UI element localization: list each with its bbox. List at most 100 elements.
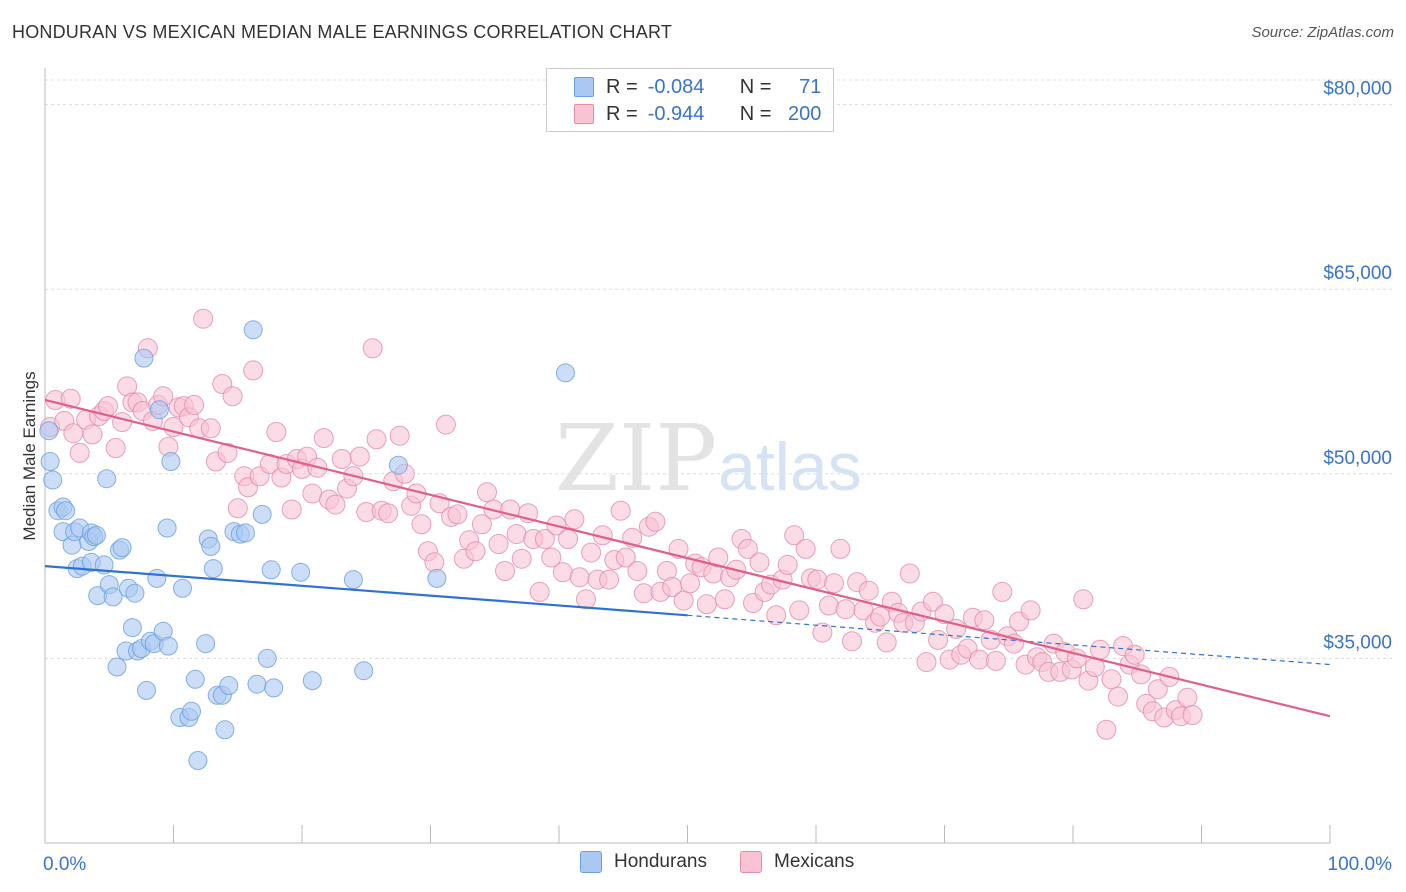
mexican-point bbox=[184, 394, 205, 415]
mexican-point bbox=[934, 604, 955, 625]
honduran-point bbox=[257, 648, 277, 668]
x-tick-label: 0.0% bbox=[43, 854, 86, 875]
mexican-point bbox=[222, 386, 243, 407]
legend-n-label: N = bbox=[739, 102, 772, 125]
legend-swatch-mexicans bbox=[574, 104, 594, 124]
mexican-point bbox=[789, 600, 810, 621]
honduran-point bbox=[261, 560, 281, 580]
bottom-legend-label-hondurans: Hondurans bbox=[614, 851, 707, 872]
mexican-point bbox=[599, 569, 620, 590]
mexican-point bbox=[488, 534, 509, 554]
mexican-point bbox=[627, 561, 648, 581]
mexican-point bbox=[673, 590, 694, 611]
mexican-point bbox=[830, 538, 851, 559]
mexican-trend-line bbox=[44, 398, 1331, 718]
honduran-point bbox=[107, 657, 127, 677]
honduran-point bbox=[291, 562, 311, 582]
chart-source: Source: ZipAtlas.com bbox=[1251, 24, 1394, 41]
honduran-point bbox=[247, 674, 267, 694]
honduran-point bbox=[203, 559, 223, 579]
mexican-point bbox=[281, 499, 302, 520]
mexican-point bbox=[928, 629, 949, 650]
mexican-point bbox=[411, 514, 432, 535]
hondurans-points bbox=[39, 320, 575, 770]
x-tick-label: 100.0% bbox=[1328, 854, 1393, 875]
honduran-point bbox=[39, 421, 59, 441]
mexican-point bbox=[835, 599, 856, 620]
mexican-point bbox=[969, 649, 990, 670]
honduran-point bbox=[86, 525, 106, 545]
honduran-point bbox=[201, 536, 221, 556]
mexican-point bbox=[1182, 705, 1203, 725]
honduran-point bbox=[158, 636, 178, 656]
watermark-zip: ZIP bbox=[555, 405, 717, 512]
legend-swatch-hondurans bbox=[574, 77, 594, 97]
honduran-point bbox=[161, 452, 181, 471]
mexican-point bbox=[708, 547, 729, 568]
mexican-point bbox=[495, 561, 515, 581]
mexican-point bbox=[749, 552, 770, 573]
honduran-point bbox=[236, 523, 255, 543]
mexican-point bbox=[200, 418, 221, 439]
mexican-point bbox=[858, 580, 879, 601]
watermark-atlas: atlas bbox=[718, 429, 862, 505]
honduran-point bbox=[97, 469, 117, 489]
mexican-point bbox=[633, 583, 654, 604]
mexican-point bbox=[217, 442, 238, 463]
mexican-point bbox=[992, 581, 1013, 602]
mexican-point bbox=[266, 422, 287, 442]
mexican-point bbox=[227, 498, 248, 519]
mexican-point bbox=[610, 500, 631, 521]
mexican-point bbox=[824, 573, 844, 594]
mexican-point bbox=[737, 538, 758, 559]
honduran-point bbox=[343, 570, 363, 590]
mexican-point bbox=[331, 449, 352, 469]
honduran-point bbox=[56, 501, 76, 521]
mexican-point bbox=[105, 438, 126, 458]
y-tick-label: $65,000 bbox=[1323, 263, 1392, 284]
mexican-point bbox=[812, 622, 833, 643]
mexican-point bbox=[615, 547, 636, 568]
honduran-point bbox=[302, 671, 322, 691]
mexican-point bbox=[581, 542, 602, 563]
mexican-point bbox=[1147, 679, 1168, 700]
mexican-point bbox=[1177, 687, 1198, 708]
honduran-point bbox=[40, 452, 60, 471]
honduran-point bbox=[112, 538, 132, 558]
mexican-point bbox=[1020, 600, 1041, 621]
mexican-point bbox=[714, 589, 735, 610]
honduran-point bbox=[134, 348, 154, 368]
honduran-point bbox=[354, 661, 374, 681]
correlation-legend: R = -0.084 N = 71 R = -0.944 N = 200 bbox=[546, 68, 834, 132]
legend-r-label: R = bbox=[606, 102, 638, 125]
mexican-point bbox=[564, 509, 585, 530]
watermark: ZIP atlas bbox=[555, 405, 862, 512]
mexican-point bbox=[69, 442, 90, 463]
y-tick-label: $50,000 bbox=[1323, 448, 1392, 469]
mexican-point bbox=[366, 429, 387, 450]
mexican-point bbox=[1096, 719, 1117, 740]
legend-r-value-hondurans: -0.084 bbox=[647, 75, 705, 98]
honduran-point bbox=[182, 701, 201, 721]
mexican-point bbox=[1090, 639, 1110, 660]
mexican-point bbox=[506, 524, 527, 545]
bottom-legend-label-mexicans: Mexicans bbox=[774, 851, 855, 872]
honduran-point bbox=[137, 680, 156, 700]
honduran-point bbox=[264, 678, 284, 698]
mexican-point bbox=[818, 595, 839, 616]
mexican-point bbox=[511, 548, 532, 569]
mexican-point bbox=[435, 414, 456, 435]
legend-n-label: N = bbox=[739, 75, 772, 98]
legend-n-value-hondurans: 71 bbox=[799, 75, 822, 98]
mexican-point bbox=[1101, 669, 1122, 690]
legend-row-hondurans: R = -0.084 N = 71 bbox=[547, 73, 821, 101]
mexican-point bbox=[529, 581, 550, 602]
mexican-point bbox=[112, 412, 133, 433]
honduran-point bbox=[43, 470, 63, 490]
mexican-point bbox=[424, 552, 445, 573]
honduran-point bbox=[188, 751, 208, 770]
mexican-point bbox=[777, 554, 798, 575]
honduran-point bbox=[388, 455, 408, 475]
mexican-point bbox=[465, 541, 486, 562]
bottom-legend-swatch-mexicans bbox=[740, 851, 762, 873]
